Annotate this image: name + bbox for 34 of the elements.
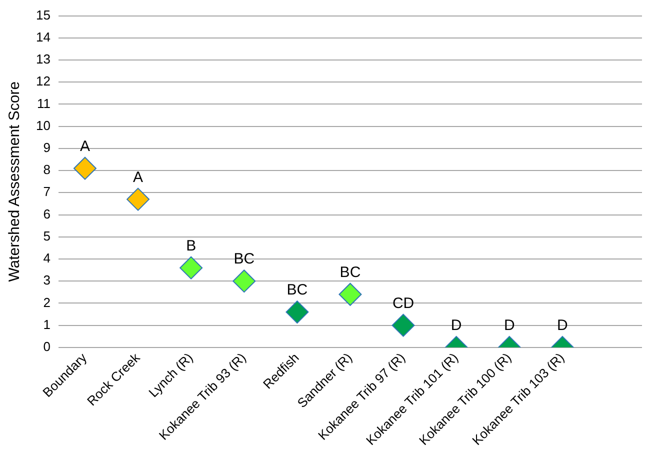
y-tick-label: 10	[36, 118, 50, 133]
y-tick-label: 15	[36, 7, 50, 22]
y-tick-label: 4	[43, 250, 50, 266]
y-tick-label: 6	[43, 206, 50, 222]
y-tick-label: 14	[36, 29, 50, 44]
annotation: BC	[340, 264, 361, 282]
point	[73, 156, 96, 180]
y-tick-label: 0	[43, 339, 50, 354]
point	[180, 256, 203, 280]
annotation: BC	[286, 282, 308, 299]
annotation: D	[557, 317, 568, 334]
annotation: B	[186, 237, 196, 254]
annotation: D	[504, 317, 515, 334]
y-tick-label: 7	[43, 184, 50, 200]
annotation: BC	[234, 250, 255, 268]
y-tick-label: 12	[36, 74, 50, 89]
y-tick-label: 8	[43, 162, 50, 178]
y-tick-label: 13	[36, 52, 50, 67]
y-tick-label: 9	[43, 140, 50, 156]
point	[232, 270, 256, 293]
annotation: D	[450, 317, 462, 334]
annotation: A	[80, 138, 90, 155]
y-tick-label: 5	[43, 228, 50, 244]
y-tick-label: 1	[43, 316, 50, 332]
y-axis-title: Watershed Assessment Score	[6, 81, 24, 282]
point	[286, 300, 309, 324]
annotation: A	[133, 168, 144, 186]
point	[338, 282, 362, 306]
annotation: CD	[392, 294, 414, 312]
point	[126, 188, 150, 211]
point	[392, 314, 415, 337]
y-tick-label: 2	[43, 294, 50, 310]
y-tick-label: 3	[43, 272, 50, 288]
y-tick-label: 11	[36, 96, 50, 111]
